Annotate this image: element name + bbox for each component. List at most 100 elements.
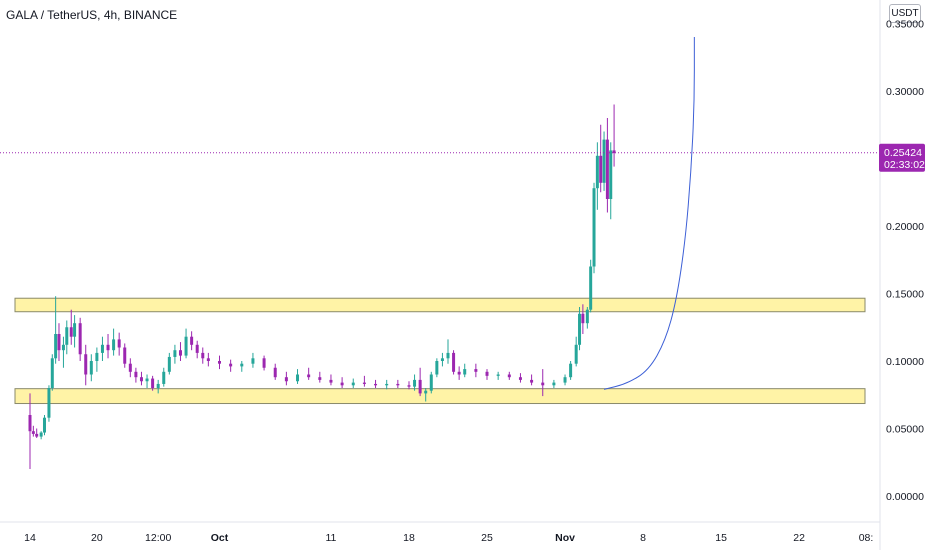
candle-body xyxy=(251,358,255,364)
candle-body xyxy=(385,383,389,386)
candle-body xyxy=(530,379,534,383)
candle-body xyxy=(178,350,182,356)
candle-body xyxy=(329,379,333,383)
candle-body xyxy=(117,339,121,348)
candle-body xyxy=(574,344,578,364)
y-tick-label: 0.15000 xyxy=(886,289,924,301)
y-tick-label: 0.30000 xyxy=(886,86,924,98)
candle-body xyxy=(151,378,155,388)
y-tick-label: 0.20000 xyxy=(886,221,924,233)
candle-body xyxy=(318,377,322,380)
candle-body xyxy=(167,356,171,372)
candle-body xyxy=(184,336,188,356)
candle-body xyxy=(452,352,456,372)
candle-body xyxy=(206,358,210,361)
y-axis-labels: 0.350000.300000.250000.200000.150000.100… xyxy=(886,19,924,504)
candle-body xyxy=(602,139,606,183)
x-tick-label: 15 xyxy=(715,532,727,544)
candle-body xyxy=(362,382,366,384)
candle-body xyxy=(424,390,428,394)
x-tick-label: 20 xyxy=(91,532,103,544)
x-tick-label: 22 xyxy=(793,532,805,544)
candle-body xyxy=(162,371,166,384)
candle-body xyxy=(413,379,417,387)
candle-body xyxy=(585,309,589,324)
candle-body xyxy=(190,336,194,345)
candle-body xyxy=(95,352,99,361)
bar-countdown: 02:33:02 xyxy=(884,159,925,171)
candle-body xyxy=(605,139,609,199)
x-tick-label: 14 xyxy=(24,532,36,544)
candle-body xyxy=(592,188,596,267)
candle-body xyxy=(418,379,422,394)
candle-body xyxy=(485,371,489,376)
candle-body xyxy=(612,150,616,154)
candle-body xyxy=(569,363,573,378)
candle-body xyxy=(201,352,205,359)
support-zones[interactable] xyxy=(14,297,866,405)
last-price-value: 0.25424 xyxy=(884,147,922,159)
candle-body xyxy=(61,344,65,351)
candle-body xyxy=(541,382,545,386)
candle-body xyxy=(595,155,599,189)
candle-body xyxy=(128,363,132,372)
candle-body xyxy=(57,334,61,351)
candle-body xyxy=(463,369,467,375)
candle-body xyxy=(457,371,461,375)
candle-body xyxy=(440,358,444,361)
candle-body xyxy=(351,382,355,386)
candle-body xyxy=(35,433,39,437)
candle-body xyxy=(50,358,54,388)
candle-body xyxy=(31,431,35,434)
parabolic-curve-drawing[interactable] xyxy=(603,37,695,390)
candle-body xyxy=(307,374,311,378)
candle-body xyxy=(39,432,43,437)
x-tick-label: 8 xyxy=(640,532,646,544)
candle-body xyxy=(589,266,593,310)
candle-body xyxy=(507,374,511,378)
candle-body xyxy=(374,383,378,386)
candle-body xyxy=(581,313,585,324)
candle-body xyxy=(69,327,73,337)
candle-body xyxy=(284,377,288,382)
candle-body xyxy=(552,382,556,386)
candle-body xyxy=(54,334,58,359)
y-tick-label: 0.05000 xyxy=(886,424,924,436)
candle-body xyxy=(217,361,221,364)
candlestick-series xyxy=(28,104,616,469)
candle-body xyxy=(145,378,149,382)
candle-body xyxy=(73,323,77,337)
candle-body xyxy=(609,150,613,199)
candle-body xyxy=(156,383,160,388)
candle-body xyxy=(123,347,127,364)
candle-body xyxy=(496,374,500,376)
candle-body xyxy=(89,361,93,375)
candle-body xyxy=(429,374,433,391)
support-zone-1[interactable] xyxy=(14,297,866,313)
candle-body xyxy=(340,382,344,386)
candle-body xyxy=(42,417,46,433)
y-tick-label: 0.00000 xyxy=(886,491,924,503)
candle-body xyxy=(173,350,177,357)
last-price-tag-box xyxy=(879,143,925,172)
x-tick-label: 11 xyxy=(326,532,337,544)
candle-body xyxy=(599,155,603,183)
candle-body xyxy=(84,354,88,375)
symbol-title: GALA / TetherUS, 4h, BINANCE xyxy=(6,8,178,22)
candle-body xyxy=(240,363,244,367)
candle-body xyxy=(563,377,567,383)
candle-body xyxy=(134,371,138,378)
candle-body xyxy=(518,377,522,380)
x-axis-labels: 14 20 12:00 Oct 11 18 25 Nov 8 15 22 08: xyxy=(24,532,873,544)
x-tick-label: Oct xyxy=(211,532,229,544)
candle-body xyxy=(273,367,277,378)
candle-body xyxy=(435,361,439,375)
y-tick-label: 0.10000 xyxy=(886,356,924,368)
y-tick-label: 0.35000 xyxy=(886,19,924,31)
x-tick-label: 08: xyxy=(859,532,874,544)
support-zone-2[interactable] xyxy=(14,388,866,405)
candle-body xyxy=(195,344,199,353)
currency-button[interactable]: USDT xyxy=(889,4,921,23)
x-tick-label: 25 xyxy=(481,532,493,544)
